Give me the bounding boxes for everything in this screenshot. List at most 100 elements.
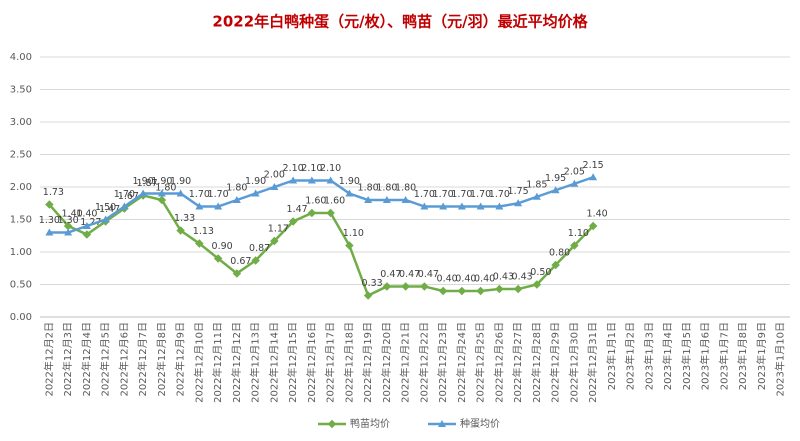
- x-tick-label: 2023年1月10日: [774, 322, 787, 397]
- x-tick-label: 2022年12月11日: [211, 322, 224, 403]
- x-tick-label: 2022年12月20日: [380, 322, 393, 403]
- data-label: 1.33: [174, 213, 195, 224]
- x-tick-label: 2023年1月7日: [717, 322, 730, 390]
- legend-marker: [438, 420, 446, 427]
- x-tick-label: 2022年12月13日: [249, 322, 262, 403]
- point-marker: [45, 200, 54, 209]
- point-marker: [195, 202, 204, 210]
- x-tick-label: 2022年12月12日: [230, 322, 243, 403]
- point-marker: [307, 208, 317, 218]
- x-tick-label: 2022年12月14日: [267, 322, 280, 403]
- point-marker: [345, 189, 354, 197]
- x-tick-label: 2022年12月19日: [361, 322, 374, 403]
- data-label: 1.85: [526, 179, 547, 190]
- data-label: 0.50: [530, 267, 551, 278]
- data-label: 0.90: [212, 241, 233, 252]
- legend-label: 种蛋均价: [460, 417, 500, 430]
- data-label: 1.87: [137, 178, 158, 189]
- x-tick-label: 2023年1月8日: [736, 322, 749, 390]
- data-label: 0.33: [362, 278, 383, 289]
- y-tick-label: 0.50: [10, 280, 32, 291]
- point-marker: [326, 208, 335, 218]
- x-tick-label: 2022年12月26日: [492, 322, 505, 403]
- x-tick-label: 2022年12月30日: [567, 322, 580, 403]
- point-marker: [251, 256, 260, 265]
- data-label: 2.00: [264, 170, 285, 181]
- data-label: 1.90: [245, 176, 266, 187]
- y-tick-label: 3.00: [10, 117, 32, 128]
- x-tick-label: 2022年12月22日: [417, 322, 430, 403]
- data-label: 1.95: [545, 173, 566, 184]
- data-label: 1.40: [587, 209, 608, 220]
- data-label: 2.10: [283, 163, 304, 174]
- point-marker: [326, 176, 335, 184]
- point-marker: [345, 241, 354, 250]
- x-tick-label: 2023年1月5日: [680, 322, 693, 390]
- y-tick-label: 3.50: [10, 85, 32, 96]
- x-tick-label: 2022年12月24日: [455, 322, 468, 403]
- point-marker: [513, 284, 523, 294]
- data-label: 1.40: [76, 209, 97, 220]
- data-label: 1.70: [433, 189, 454, 200]
- point-marker: [288, 217, 298, 226]
- point-marker: [438, 286, 448, 296]
- point-marker: [139, 189, 148, 197]
- point-marker: [551, 260, 560, 270]
- x-tick-label: 2022年12月10日: [192, 322, 205, 403]
- point-marker: [457, 286, 467, 296]
- data-label: 1.50: [95, 202, 116, 213]
- data-label: 0.47: [418, 269, 439, 280]
- point-marker: [382, 282, 392, 291]
- point-marker: [589, 173, 598, 181]
- point-marker: [570, 179, 579, 187]
- data-label: 0.40: [455, 274, 476, 285]
- point-marker: [532, 192, 541, 200]
- data-label: 1.30: [39, 215, 60, 226]
- point-marker: [214, 202, 223, 210]
- data-label: 1.27: [80, 217, 101, 228]
- data-label: 1.80: [358, 183, 379, 194]
- data-label: 1.90: [133, 176, 154, 187]
- x-tick-label: 2022年12月4日: [80, 322, 93, 397]
- point-marker: [195, 239, 204, 248]
- y-tick-label: 0.00: [10, 312, 32, 323]
- y-tick-label: 1.00: [10, 247, 32, 258]
- point-marker: [532, 280, 542, 289]
- x-tick-label: 2022年12月29日: [549, 322, 562, 403]
- y-tick-label: 4.00: [10, 52, 32, 63]
- point-marker: [476, 202, 485, 210]
- point-marker: [420, 282, 429, 291]
- y-tick-label: 2.00: [10, 182, 32, 193]
- point-marker: [495, 284, 504, 294]
- point-marker: [232, 269, 242, 278]
- x-tick-label: 2022年12月3日: [61, 322, 74, 397]
- point-marker: [251, 189, 260, 197]
- data-label: 0.43: [512, 272, 533, 283]
- x-tick-label: 2023年1月1日: [605, 322, 618, 390]
- point-marker: [63, 221, 73, 231]
- data-label: 1.10: [568, 228, 589, 239]
- x-tick-label: 2022年12月28日: [530, 322, 543, 403]
- data-label: 1.70: [470, 189, 491, 200]
- data-label: 1.70: [414, 189, 435, 200]
- point-marker: [176, 189, 185, 197]
- data-label: 2.05: [564, 166, 585, 177]
- x-tick-label: 2022年12月18日: [342, 322, 355, 403]
- point-marker: [82, 230, 92, 239]
- data-label: 1.67: [118, 191, 139, 202]
- data-label: 1.70: [451, 189, 472, 200]
- point-marker: [213, 254, 223, 263]
- data-label: 1.80: [155, 183, 176, 194]
- data-label: 2.10: [301, 163, 322, 174]
- x-tick-label: 2022年12月23日: [436, 322, 449, 403]
- point-marker: [551, 186, 560, 194]
- data-label: 1.90: [151, 176, 172, 187]
- point-marker: [495, 202, 504, 210]
- x-tick-label: 2022年12月25日: [474, 322, 487, 403]
- x-tick-label: 2022年12月9日: [174, 322, 187, 397]
- data-label: 0.47: [399, 269, 420, 280]
- data-label: 1.13: [193, 226, 214, 237]
- data-label: 1.60: [305, 196, 326, 207]
- point-marker: [45, 228, 54, 236]
